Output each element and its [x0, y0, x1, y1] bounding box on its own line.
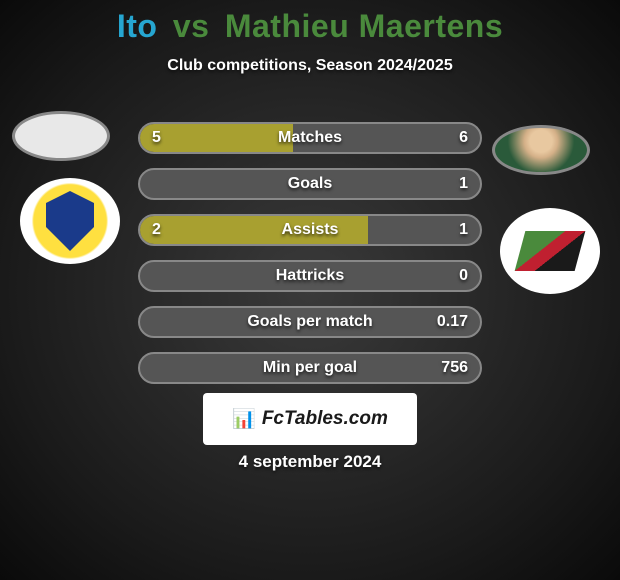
stat-value-right: 0.17 — [437, 308, 468, 336]
stat-row: 2Assists1 — [138, 214, 482, 246]
stat-label: Hattricks — [140, 262, 480, 290]
stat-label: Goals — [140, 170, 480, 198]
player2-club-badge — [500, 208, 600, 294]
stat-label: Assists — [140, 216, 480, 244]
stat-value-right: 756 — [441, 354, 468, 382]
site-logo-text: FcTables.com — [262, 408, 388, 430]
chart-icon: 📊 — [232, 407, 256, 431]
stat-label: Goals per match — [140, 308, 480, 336]
stat-row: Hattricks0 — [138, 260, 482, 292]
vs-text: vs — [173, 8, 210, 44]
stat-value-right: 1 — [459, 170, 468, 198]
stat-row: 5Matches6 — [138, 122, 482, 154]
stat-value-right: 0 — [459, 262, 468, 290]
stat-row: Goals per match0.17 — [138, 306, 482, 338]
site-logo: 📊 FcTables.com — [203, 393, 417, 445]
stat-row: Goals1 — [138, 168, 482, 200]
stats-container: 5Matches6Goals12Assists1Hattricks0Goals … — [138, 122, 482, 398]
comparison-title: Ito vs Mathieu Maertens — [0, 0, 620, 45]
player1-club-badge — [20, 178, 120, 264]
stat-label: Min per goal — [140, 354, 480, 382]
stat-row: Min per goal756 — [138, 352, 482, 384]
player1-name: Ito — [117, 8, 158, 44]
player2-photo — [492, 125, 590, 175]
stat-label: Matches — [140, 124, 480, 152]
stat-value-right: 1 — [459, 216, 468, 244]
stat-value-right: 6 — [459, 124, 468, 152]
subtitle: Club competitions, Season 2024/2025 — [0, 57, 620, 75]
player2-name: Mathieu Maertens — [225, 8, 503, 44]
date: 4 september 2024 — [0, 452, 620, 472]
player1-photo — [12, 111, 110, 161]
